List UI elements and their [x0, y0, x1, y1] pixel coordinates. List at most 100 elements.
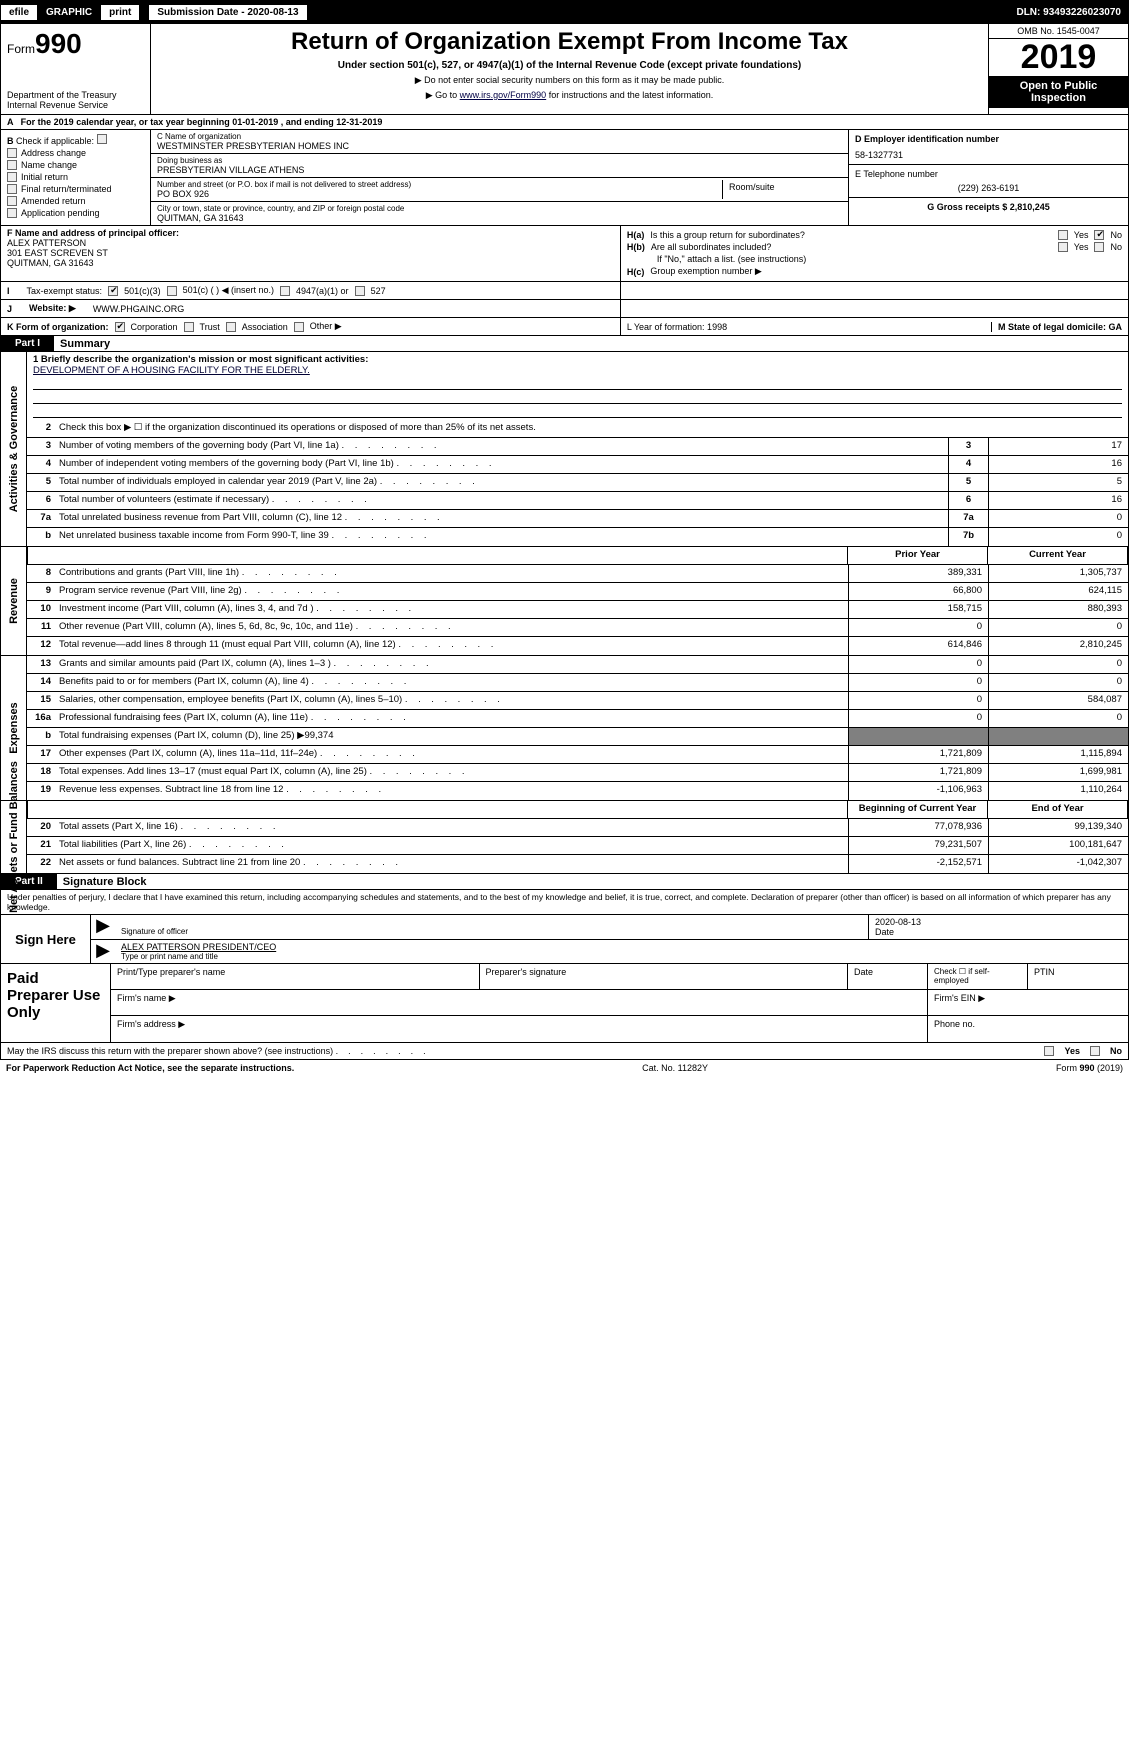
side-revenue: Revenue — [8, 578, 20, 624]
gov-line: 5 Total number of individuals employed i… — [27, 474, 1128, 492]
501c3-check[interactable] — [108, 286, 118, 296]
form-number: Form990 — [7, 28, 144, 60]
line: 19 Revenue less expenses. Subtract line … — [27, 782, 1128, 800]
prep-date-hdr: Date — [848, 964, 928, 989]
footer-right: Form 990 (2019) — [1056, 1063, 1123, 1073]
line: 11 Other revenue (Part VIII, column (A),… — [27, 619, 1128, 637]
ha-q: Is this a group return for subordinates? — [650, 230, 1051, 240]
graphic-btn[interactable]: GRAPHIC — [38, 5, 100, 20]
rows-ijklm: I Tax-exempt status: 501(c)(3) 501(c) ( … — [0, 282, 1129, 336]
firm-ein: Firm's EIN ▶ — [928, 990, 1128, 1015]
gross-receipts: G Gross receipts $ 2,810,245 — [927, 202, 1050, 212]
hb-note: If "No," attach a list. (see instruction… — [657, 254, 806, 264]
prep-sig-hdr: Preparer's signature — [480, 964, 849, 989]
mission-text[interactable]: DEVELOPMENT OF A HOUSING FACILITY FOR TH… — [33, 365, 310, 376]
line: 20 Total assets (Part X, line 16) 77,078… — [27, 819, 1128, 837]
hdr-beginning: Beginning of Current Year — [847, 801, 987, 818]
print-btn[interactable]: print — [100, 4, 140, 21]
firm-phone: Phone no. — [928, 1016, 1128, 1042]
line: b Total fundraising expenses (Part IX, c… — [27, 728, 1128, 746]
cb-final[interactable]: Final return/terminated — [21, 184, 112, 194]
efile-bar: efile GRAPHIC print Submission Date - 20… — [0, 0, 1129, 24]
state-domicile: M State of legal domicile: GA — [998, 322, 1122, 332]
preparer-label: Paid Preparer Use Only — [1, 964, 111, 1042]
org-name: WESTMINSTER PRESBYTERIAN HOMES INC — [157, 141, 842, 151]
hdr-current: Current Year — [987, 547, 1127, 564]
cb-name-change[interactable]: Name change — [21, 160, 77, 170]
sign-date: 2020-08-13 — [875, 917, 1122, 927]
hc-q: Group exemption number ▶ — [650, 266, 761, 277]
dln: DLN: 93493226023070 — [1016, 7, 1129, 18]
tel: (229) 263-6191 — [855, 183, 1122, 193]
addr-label: Number and street (or P.O. box if mail i… — [157, 180, 722, 189]
line: 22 Net assets or fund balances. Subtract… — [27, 855, 1128, 873]
efile-btn[interactable]: efile — [0, 4, 38, 21]
line: 12 Total revenue—add lines 8 through 11 … — [27, 637, 1128, 655]
tax-status-label: Tax-exempt status: — [27, 286, 103, 296]
line2: Check this box ▶ ☐ if the organization d… — [55, 420, 1128, 437]
sign-here: Sign Here — [1, 915, 91, 963]
irs-link[interactable]: www.irs.gov/Form990 — [460, 90, 547, 100]
line: 9 Program service revenue (Part VIII, li… — [27, 583, 1128, 601]
gov-line: 3 Number of voting members of the govern… — [27, 438, 1128, 456]
row-f-h: F Name and address of principal officer:… — [0, 226, 1129, 282]
arrow-icon: ▶ — [91, 940, 115, 963]
ein: 58-1327731 — [855, 150, 1122, 160]
cb-amended[interactable]: Amended return — [21, 196, 86, 206]
part1-tag: Part I — [1, 336, 54, 351]
line: 14 Benefits paid to or for members (Part… — [27, 674, 1128, 692]
line: 17 Other expenses (Part IX, column (A), … — [27, 746, 1128, 764]
website-label: Website: ▶ — [29, 303, 76, 314]
year-formation: L Year of formation: 1998 — [627, 322, 992, 332]
section-net: Net Assets or Fund Balances Beginning of… — [0, 801, 1129, 874]
corp-check[interactable] — [115, 322, 125, 332]
tel-label: E Telephone number — [855, 169, 1122, 179]
block-bcd: B Check if applicable: Address change Na… — [0, 130, 1129, 226]
penalty-text: Under penalties of perjury, I declare th… — [0, 890, 1129, 915]
footer-mid: Cat. No. 11282Y — [642, 1063, 708, 1073]
section-revenue: Revenue Prior Year Current Year 8 Contri… — [0, 547, 1129, 656]
cb-pending[interactable]: Application pending — [21, 208, 100, 218]
col-c: C Name of organization WESTMINSTER PRESB… — [151, 130, 848, 225]
line: 16a Professional fundraising fees (Part … — [27, 710, 1128, 728]
cb-address-change[interactable]: Address change — [21, 148, 86, 158]
section-expenses: Expenses 13 Grants and similar amounts p… — [0, 656, 1129, 801]
firm-addr: Firm's address ▶ — [111, 1016, 928, 1042]
gov-line: b Net unrelated business taxable income … — [27, 528, 1128, 546]
prep-ptin-hdr: PTIN — [1028, 964, 1128, 989]
form-subtitle: Under section 501(c), 527, or 4947(a)(1)… — [157, 60, 982, 71]
side-expenses: Expenses — [8, 702, 20, 753]
line: 21 Total liabilities (Part X, line 26) 7… — [27, 837, 1128, 855]
dept: Department of the Treasury — [7, 90, 144, 100]
gov-line: 4 Number of independent voting members o… — [27, 456, 1128, 474]
footer: For Paperwork Reduction Act Notice, see … — [0, 1060, 1129, 1076]
line: 10 Investment income (Part VIII, column … — [27, 601, 1128, 619]
dba: PRESBYTERIAN VILLAGE ATHENS — [157, 165, 842, 175]
line: 8 Contributions and grants (Part VIII, l… — [27, 565, 1128, 583]
form-title: Return of Organization Exempt From Incom… — [157, 28, 982, 56]
prep-name-hdr: Print/Type preparer's name — [111, 964, 480, 989]
note-link: ▶ Go to www.irs.gov/Form990 for instruct… — [157, 90, 982, 101]
note-ssn: ▶ Do not enter social security numbers o… — [157, 75, 982, 86]
ha-no-check[interactable] — [1094, 230, 1104, 240]
city-label: City or town, state or province, country… — [157, 204, 842, 213]
line: 15 Salaries, other compensation, employe… — [27, 692, 1128, 710]
cb-initial-return[interactable]: Initial return — [21, 172, 68, 182]
preparer-block: Paid Preparer Use Only Print/Type prepar… — [0, 964, 1129, 1043]
irs: Internal Revenue Service — [7, 100, 144, 110]
arrow-icon: ▶ — [91, 915, 115, 939]
form-org-label: K Form of organization: — [7, 322, 109, 332]
gov-line: 7a Total unrelated business revenue from… — [27, 510, 1128, 528]
addr: PO BOX 926 — [157, 189, 722, 199]
line: 13 Grants and similar amounts paid (Part… — [27, 656, 1128, 674]
open-to-public: Open to Public Inspection — [989, 76, 1128, 108]
officer-addr: 301 EAST SCREVEN ST — [7, 248, 108, 258]
submission-date: Submission Date - 2020-08-13 — [148, 4, 307, 21]
footer-left: For Paperwork Reduction Act Notice, see … — [6, 1063, 294, 1073]
website: WWW.PHGAINC.ORG — [93, 304, 185, 314]
omb: OMB No. 1545-0047 — [989, 24, 1128, 39]
discuss-row: May the IRS discuss this return with the… — [0, 1043, 1129, 1060]
dba-label: Doing business as — [157, 156, 842, 165]
org-name-label: C Name of organization — [157, 132, 842, 141]
hdr-end: End of Year — [987, 801, 1127, 818]
